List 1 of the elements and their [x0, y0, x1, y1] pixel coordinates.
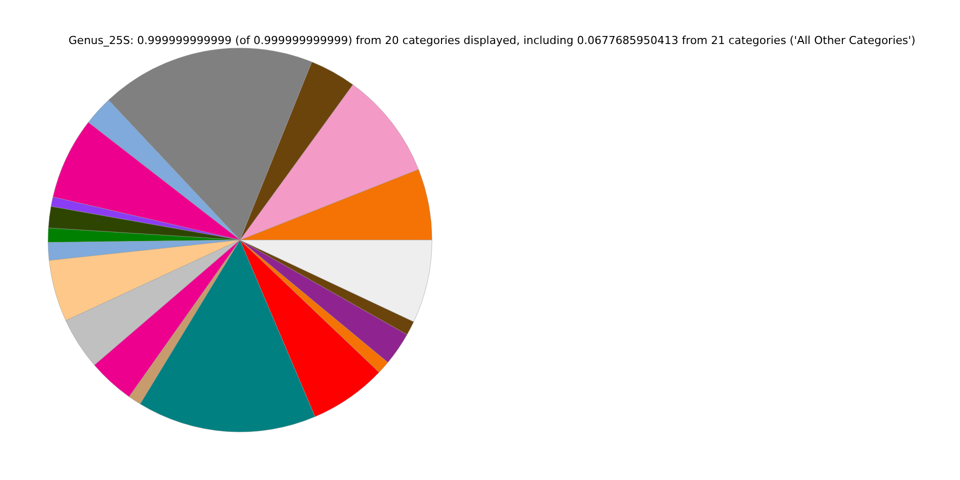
text: Genus_25S: 0.999999999999 (of 0.999999999999) from 20 categories displayed, including 0.0677685950413 from 21 categories ('All Other Categories') — [68, 34, 916, 47]
